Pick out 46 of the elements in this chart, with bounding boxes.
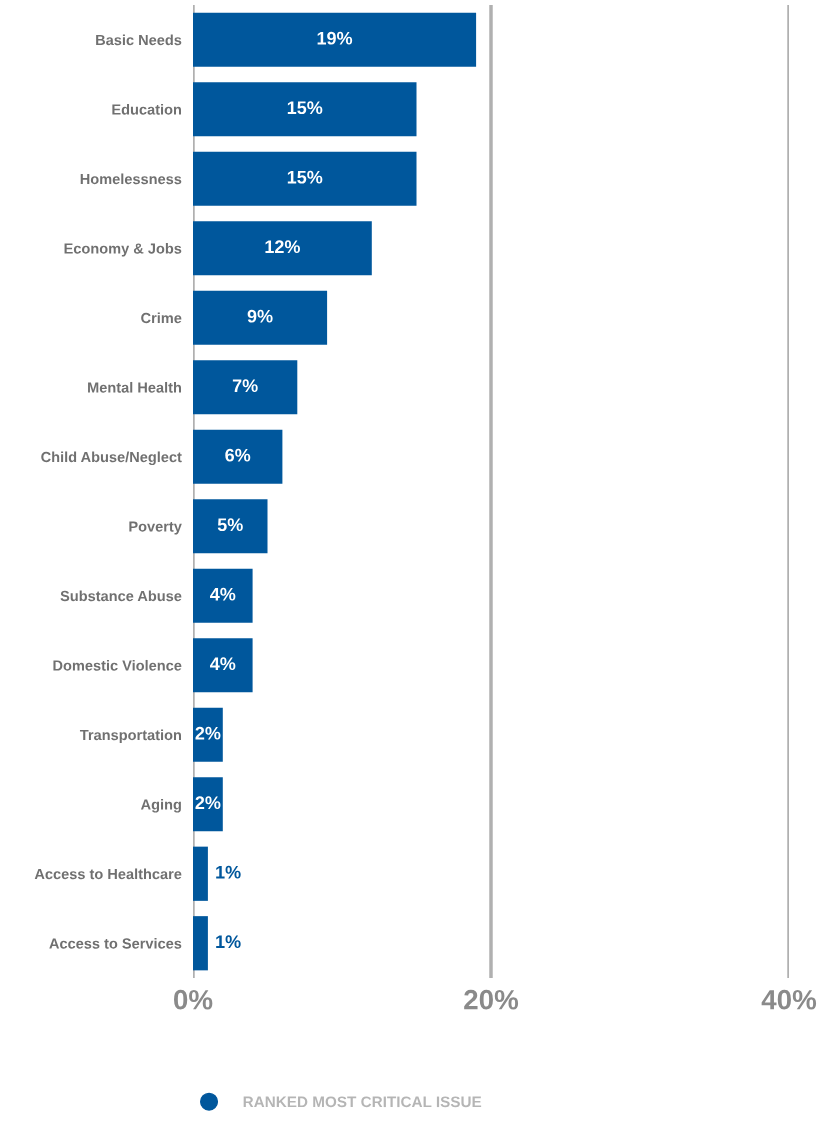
- bar: [193, 777, 223, 832]
- y-tick-label: Poverty: [129, 521, 182, 535]
- text: 5%: [217, 518, 243, 532]
- y-tick-label: Basic Needs: [96, 34, 182, 46]
- text: 4%: [210, 587, 236, 601]
- y-tick-label: Aging: [140, 798, 181, 813]
- text: 4%: [210, 657, 236, 671]
- text: 2%: [195, 796, 221, 810]
- y-tick-label: Access to Services: [49, 937, 182, 949]
- y-tick-label: Education: [112, 103, 181, 115]
- y-tick-label: Substance Abuse: [60, 590, 182, 602]
- y-tick-label: Economy & Jobs: [64, 242, 182, 257]
- text: 19%: [317, 31, 353, 45]
- text: 15%: [287, 101, 323, 115]
- x-tick-label: 0%: [174, 989, 213, 1010]
- y-tick-label: Crime: [141, 312, 182, 324]
- bar: [193, 707, 223, 762]
- bar: [193, 221, 372, 276]
- text: 12%: [265, 240, 300, 254]
- text: 7%: [232, 379, 258, 393]
- y-tick-label: Transportation: [79, 729, 181, 744]
- bar: [193, 916, 208, 971]
- y-tick-label: Child Abuse/Neglect: [41, 451, 182, 466]
- text: 9%: [247, 309, 273, 323]
- y-tick-label: Mental Health: [88, 381, 181, 393]
- bar: [193, 429, 283, 484]
- bar: [193, 290, 328, 345]
- text: 6%: [225, 448, 251, 462]
- bar: [193, 499, 268, 554]
- y-tick-label: Domestic Violence: [53, 659, 182, 671]
- bar: [193, 151, 417, 206]
- x-tick-label: 40%: [761, 989, 817, 1010]
- bar: [193, 82, 417, 137]
- text: 2%: [195, 726, 221, 740]
- bar: [193, 568, 253, 623]
- text: 15%: [287, 170, 323, 184]
- legend-label: RANKED MOST CRITICAL ISSUE: [243, 1096, 482, 1108]
- bar: [193, 638, 253, 693]
- text: 1%: [216, 865, 241, 879]
- bar: [193, 846, 208, 901]
- bar: [193, 360, 298, 415]
- text: 1%: [216, 935, 241, 949]
- y-tick-label: Homelessness: [80, 173, 182, 185]
- bar: [193, 12, 477, 67]
- x-tick-label: 20%: [464, 989, 519, 1010]
- y-tick-label: Access to Healthcare: [34, 868, 182, 880]
